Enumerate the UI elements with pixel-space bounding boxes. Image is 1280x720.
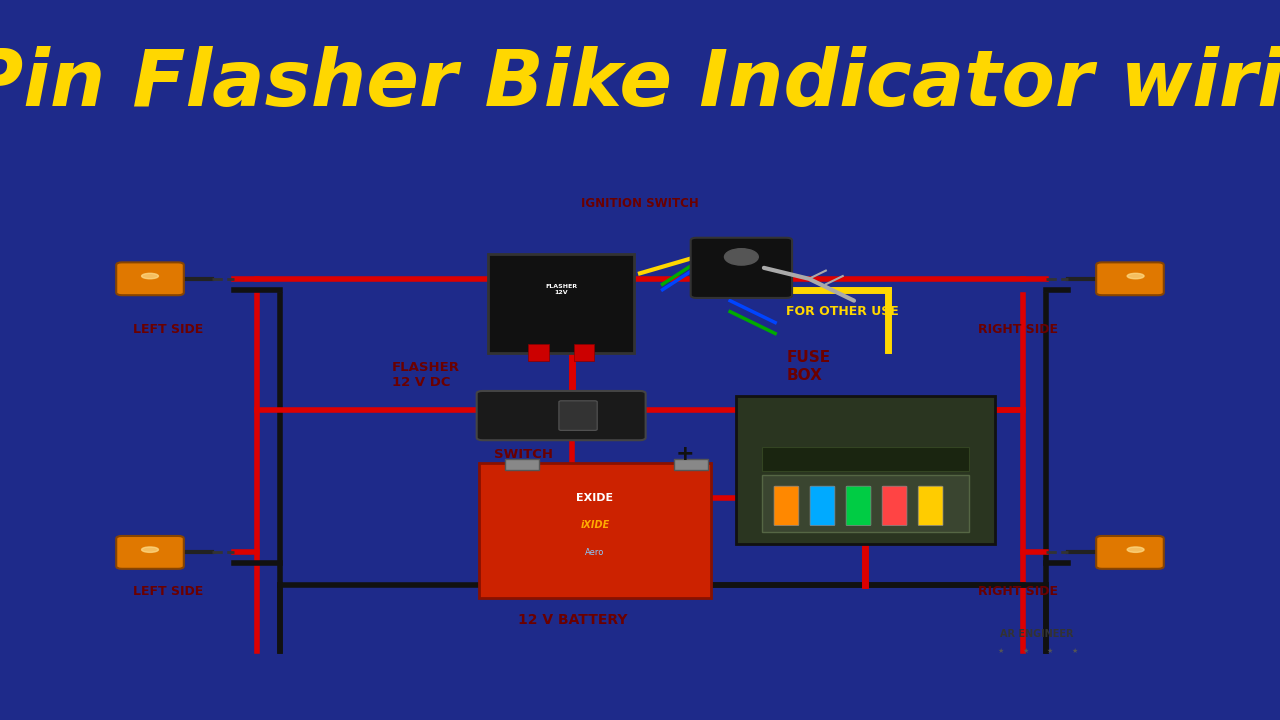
Text: AR ENGINEER: AR ENGINEER — [1001, 629, 1074, 639]
FancyBboxPatch shape — [762, 447, 969, 472]
Text: ★: ★ — [1023, 648, 1028, 654]
Text: FOR OTHER USE: FOR OTHER USE — [786, 305, 899, 318]
Text: EXIDE: EXIDE — [576, 492, 613, 503]
FancyBboxPatch shape — [559, 401, 598, 431]
Text: FLASHER
12 V DC: FLASHER 12 V DC — [392, 361, 461, 389]
Ellipse shape — [1128, 274, 1144, 279]
Text: Aero: Aero — [585, 548, 604, 557]
FancyBboxPatch shape — [918, 486, 943, 526]
FancyBboxPatch shape — [1096, 262, 1164, 295]
Text: RIGHT SIDE: RIGHT SIDE — [978, 323, 1057, 336]
Text: ★: ★ — [997, 648, 1004, 654]
Text: FUSE
BOX: FUSE BOX — [786, 351, 831, 383]
Text: SWITCH: SWITCH — [494, 449, 553, 462]
FancyBboxPatch shape — [846, 486, 870, 526]
Text: 12 V BATTERY: 12 V BATTERY — [517, 613, 627, 626]
FancyBboxPatch shape — [774, 486, 799, 526]
FancyBboxPatch shape — [479, 463, 710, 598]
Text: LEFT SIDE: LEFT SIDE — [133, 323, 204, 336]
FancyBboxPatch shape — [573, 344, 594, 361]
Text: 2 Pin Flasher Bike Indicator wiring: 2 Pin Flasher Bike Indicator wiring — [0, 45, 1280, 122]
Text: +: + — [676, 444, 694, 464]
FancyBboxPatch shape — [691, 238, 792, 298]
FancyBboxPatch shape — [882, 486, 908, 526]
Text: LEFT SIDE: LEFT SIDE — [133, 585, 204, 598]
FancyBboxPatch shape — [810, 486, 835, 526]
Text: FLASHER
12V: FLASHER 12V — [545, 284, 577, 295]
FancyBboxPatch shape — [762, 474, 969, 531]
Circle shape — [724, 248, 758, 265]
FancyBboxPatch shape — [488, 254, 635, 353]
Ellipse shape — [142, 274, 159, 279]
Ellipse shape — [142, 547, 159, 552]
FancyBboxPatch shape — [116, 262, 184, 295]
Text: iXIDE: iXIDE — [580, 520, 609, 530]
FancyBboxPatch shape — [736, 397, 995, 544]
Text: ★: ★ — [1071, 648, 1078, 654]
FancyBboxPatch shape — [1096, 536, 1164, 569]
FancyBboxPatch shape — [476, 391, 645, 440]
Text: ★: ★ — [1047, 648, 1053, 654]
Text: IGNITION SWITCH: IGNITION SWITCH — [581, 197, 699, 210]
Bar — [673, 459, 708, 470]
FancyBboxPatch shape — [529, 344, 549, 361]
FancyBboxPatch shape — [116, 536, 184, 569]
Bar — [504, 459, 539, 470]
Ellipse shape — [1128, 547, 1144, 552]
Text: RIGHT SIDE: RIGHT SIDE — [978, 585, 1057, 598]
